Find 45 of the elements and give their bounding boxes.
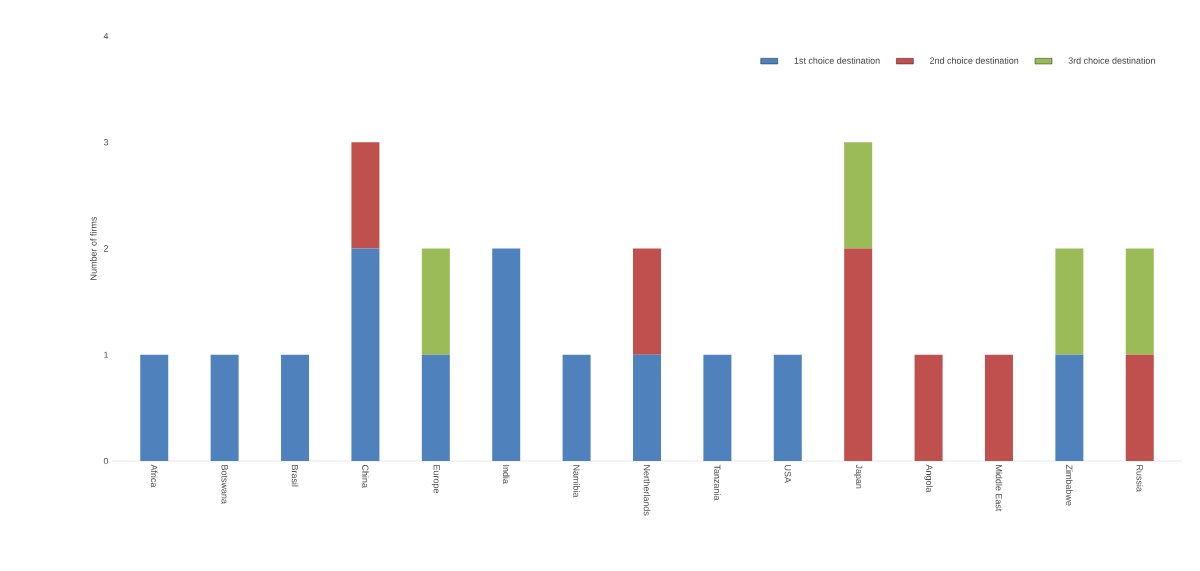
- bar: [351, 248, 380, 461]
- bar: [633, 248, 661, 355]
- x-tick-label: USA: [784, 465, 791, 483]
- y-tick-label: 4: [103, 32, 109, 40]
- x-tick-label: Middle East: [995, 465, 1003, 512]
- x-tick-label: Russia: [1136, 465, 1144, 492]
- bar: [140, 354, 169, 461]
- x-tick-label: Brasil: [291, 465, 299, 487]
- x-tick-label: Japan: [854, 464, 863, 489]
- x-tick-label: Europe: [431, 465, 440, 494]
- x-tick-label: India: [502, 465, 510, 484]
- legend-label: 3rd choice destination: [1068, 57, 1155, 64]
- bar: [844, 142, 873, 249]
- bar: [914, 354, 943, 461]
- x-tick-label: China: [362, 464, 369, 488]
- x-tick-label: Tanzania: [714, 464, 721, 501]
- bar: [984, 354, 1013, 461]
- bar: [421, 248, 450, 355]
- bar: [562, 354, 591, 461]
- bar: [210, 354, 239, 461]
- x-tick-label: Namibia: [573, 465, 580, 498]
- bar: [351, 142, 380, 249]
- bar: [421, 354, 450, 461]
- y-tick-label: 3: [103, 139, 109, 146]
- x-tick-label: Botswana: [221, 465, 228, 504]
- bar: [703, 354, 732, 461]
- x-tick-label: Angola: [924, 464, 933, 493]
- bar: [1125, 354, 1154, 461]
- x-tick-label: Africa: [150, 464, 158, 488]
- bar: [633, 354, 661, 461]
- bar: [1125, 248, 1154, 355]
- bar: [1055, 354, 1084, 461]
- bar: [773, 354, 802, 461]
- x-tick-label: Zimbabwe: [1066, 464, 1073, 506]
- legend-label: 2nd choice destination: [930, 57, 1019, 64]
- bar: [492, 248, 521, 461]
- x-tick-label: Nertherlands: [643, 465, 651, 516]
- bar: [844, 248, 873, 461]
- bar: [281, 354, 310, 461]
- y-tick-label: 1: [104, 351, 109, 358]
- y-tick-label: 2: [103, 245, 109, 252]
- y-axis-title: Number of firms: [90, 216, 97, 280]
- bar: [1055, 248, 1084, 355]
- legend-label: 1st choice destination: [794, 57, 880, 64]
- y-tick-label: 0: [103, 457, 109, 465]
